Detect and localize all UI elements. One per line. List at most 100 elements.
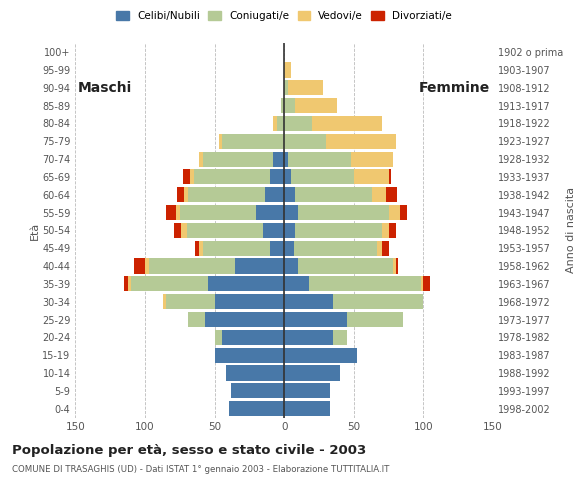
Bar [284, 223, 295, 238]
Bar [222, 134, 284, 149]
Bar [226, 365, 284, 381]
Bar [284, 187, 295, 203]
Bar [128, 276, 131, 291]
Bar [284, 240, 294, 256]
Bar [181, 223, 187, 238]
Bar [222, 330, 284, 345]
Bar [347, 312, 403, 327]
Bar [215, 330, 222, 345]
Bar [284, 80, 288, 96]
Bar [284, 383, 330, 398]
Bar [389, 223, 396, 238]
Bar [204, 152, 273, 167]
Bar [166, 294, 215, 309]
Bar [231, 383, 284, 398]
Bar [284, 152, 288, 167]
Bar [177, 187, 184, 203]
Y-axis label: Età: Età [30, 221, 39, 240]
Bar [284, 205, 298, 220]
Bar [284, 294, 333, 309]
Bar [187, 223, 263, 238]
Bar [354, 169, 389, 184]
Bar [183, 169, 190, 184]
Bar [166, 205, 176, 220]
Bar [291, 169, 354, 184]
Bar [333, 330, 347, 345]
Bar [284, 169, 291, 184]
Bar [256, 205, 284, 220]
Bar [393, 258, 396, 274]
Bar [284, 134, 326, 149]
Bar [180, 205, 256, 220]
Bar [423, 276, 430, 291]
Bar [270, 240, 284, 256]
Bar [176, 205, 180, 220]
Bar [298, 205, 389, 220]
Bar [163, 294, 166, 309]
Bar [372, 187, 386, 203]
Bar [288, 152, 351, 167]
Bar [281, 98, 284, 113]
Legend: Celibi/Nubili, Coniugati/e, Vedovi/e, Divorziati/e: Celibi/Nubili, Coniugati/e, Vedovi/e, Di… [117, 11, 452, 21]
Text: Maschi: Maschi [78, 81, 132, 95]
Bar [284, 401, 330, 416]
Bar [284, 258, 298, 274]
Bar [309, 276, 420, 291]
Bar [208, 276, 284, 291]
Bar [312, 116, 382, 131]
Bar [298, 258, 393, 274]
Bar [124, 276, 128, 291]
Bar [270, 169, 284, 184]
Bar [400, 205, 407, 220]
Bar [273, 152, 284, 167]
Bar [184, 187, 188, 203]
Text: COMUNE DI TRASAGHIS (UD) - Dati ISTAT 1° gennaio 2003 - Elaborazione TUTTITALIA.: COMUNE DI TRASAGHIS (UD) - Dati ISTAT 1°… [12, 465, 389, 474]
Bar [145, 258, 149, 274]
Bar [420, 276, 423, 291]
Bar [229, 401, 284, 416]
Bar [389, 205, 400, 220]
Bar [378, 240, 382, 256]
Bar [284, 276, 309, 291]
Bar [333, 294, 423, 309]
Bar [235, 258, 284, 274]
Bar [351, 152, 393, 167]
Bar [295, 223, 382, 238]
Text: Femmine: Femmine [419, 81, 490, 95]
Bar [382, 240, 389, 256]
Bar [188, 312, 205, 327]
Bar [284, 62, 291, 78]
Bar [284, 330, 333, 345]
Bar [188, 187, 264, 203]
Text: Popolazione per età, sesso e stato civile - 2003: Popolazione per età, sesso e stato civil… [12, 444, 366, 457]
Bar [200, 240, 204, 256]
Bar [294, 240, 378, 256]
Bar [219, 134, 222, 149]
Bar [284, 312, 347, 327]
Bar [288, 80, 323, 96]
Bar [149, 258, 235, 274]
Bar [277, 116, 284, 131]
Bar [195, 240, 200, 256]
Bar [200, 152, 204, 167]
Bar [215, 348, 284, 363]
Bar [284, 116, 312, 131]
Bar [273, 116, 277, 131]
Y-axis label: Anno di nascita: Anno di nascita [566, 187, 576, 274]
Bar [284, 348, 357, 363]
Bar [295, 98, 337, 113]
Bar [131, 276, 208, 291]
Bar [263, 223, 284, 238]
Bar [215, 294, 284, 309]
Bar [134, 258, 145, 274]
Bar [205, 312, 284, 327]
Bar [190, 169, 194, 184]
Bar [382, 223, 389, 238]
Bar [174, 223, 181, 238]
Bar [204, 240, 270, 256]
Bar [295, 187, 372, 203]
Bar [386, 187, 397, 203]
Bar [264, 187, 284, 203]
Bar [284, 365, 340, 381]
Bar [396, 258, 398, 274]
